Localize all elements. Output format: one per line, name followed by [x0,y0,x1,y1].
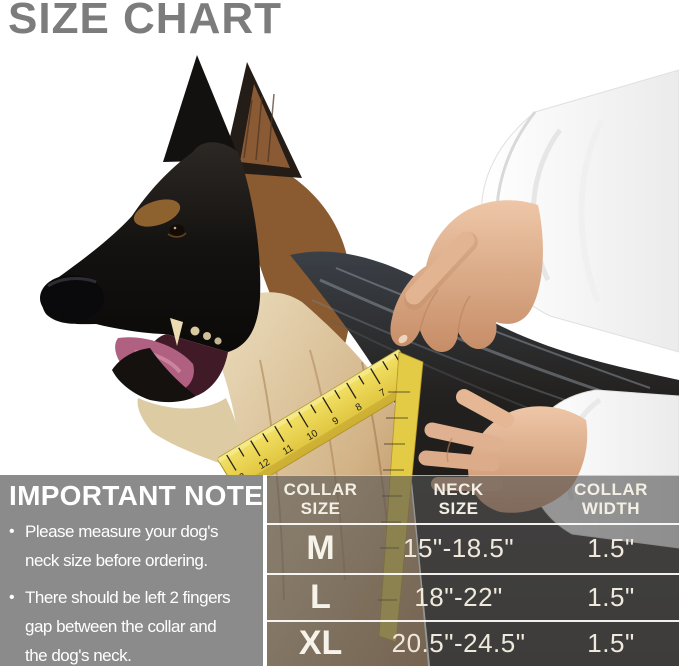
note-heading: IMPORTANT NOTE [9,480,264,511]
collar-width-value: 1.5" [587,581,635,612]
upper-hand [390,200,543,352]
table-row-l: L 18"-22" 1.5" [267,572,679,620]
fingernail [398,334,408,344]
column-header-collar-size: COLLAR SIZE [283,480,358,519]
note-line: There should be left 2 fingers [25,588,231,607]
dog-tooth [170,318,183,346]
note-line: neck size before ordering. [25,551,208,570]
column-header-collar-width: COLLAR WIDTH [574,480,648,519]
dog-ear-far-inner [240,84,290,168]
svg-text:8: 8 [354,401,365,414]
lower-thumb [456,389,514,428]
svg-text:10: 10 [305,428,321,443]
note-bullet-1: • Please measure your dog's neck size be… [9,517,263,575]
dog-brow-patch [133,199,181,227]
bullet-dot: • [9,589,15,606]
dog-nose [40,275,104,321]
neck-size-value: 18"-22" [414,581,503,612]
size-value: M [306,529,335,567]
dog-lower-jaw [112,348,196,403]
dog-neck-fur [235,150,351,372]
important-note-panel: IMPORTANT NOTE • Please measure your dog… [0,475,263,666]
svg-text:12: 12 [257,457,273,472]
dog-eye [169,224,185,236]
upper-thumb [405,231,475,305]
size-value: L [310,577,331,616]
table-row-xl: XL 20.5"-24.5" 1.5" [267,619,679,666]
note-line: Please measure your dog's [25,522,218,541]
neck-size-value: 20.5"-24.5" [391,628,526,658]
bullet-dot: • [9,523,15,540]
svg-text:9: 9 [331,415,342,428]
note-line: gap between the collar and [25,617,217,636]
svg-text:7: 7 [378,387,389,400]
note-line: the dog's neck. [25,646,132,665]
size-table-header: COLLAR SIZE NECK SIZE COLLAR WIDTH [267,476,679,523]
collar-width-value: 1.5" [587,628,635,658]
column-header-neck-size: NECK SIZE [433,480,484,519]
note-bullet-2: • There should be left 2 fingers gap bet… [9,583,263,666]
size-table: COLLAR SIZE NECK SIZE COLLAR WIDTH M 15"… [267,475,679,666]
collar-width-value: 1.5" [587,533,635,563]
table-row-m: M 15"-18.5" 1.5" [267,522,679,573]
panel-divider [263,475,267,666]
page-title: SIZE CHART [8,0,282,43]
size-value: XL [298,624,343,662]
person-upper-arm [390,69,679,353]
dog-head [40,55,302,403]
dog-ear-near [163,55,240,162]
neck-size-value: 15"-18.5" [402,533,515,563]
